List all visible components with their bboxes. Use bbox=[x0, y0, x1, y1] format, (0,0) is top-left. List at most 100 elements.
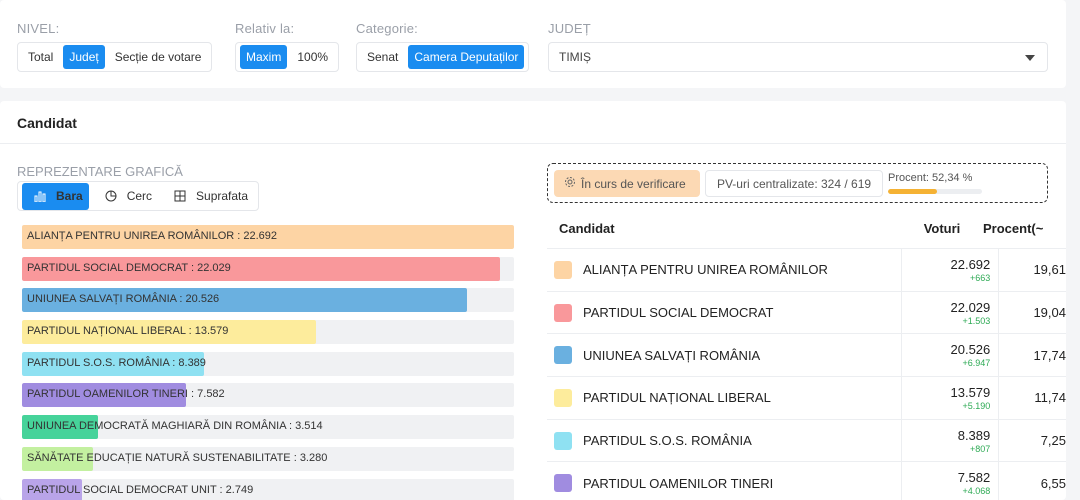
categorie-option-camera[interactable]: Camera Deputaților bbox=[408, 45, 525, 69]
bar-label: PARTIDUL S.O.S. ROMÂNIA : 8.389 bbox=[27, 356, 206, 369]
relativ-option-100[interactable]: 100% bbox=[297, 50, 329, 64]
bar-label: ALIANȚA PENTRU UNIREA ROMÂNILOR : 22.692 bbox=[27, 230, 278, 242]
color-swatch bbox=[554, 303, 572, 322]
bar-row[interactable]: PARTIDUL SOCIAL DEMOCRAT UNIT : 2.749 bbox=[22, 478, 514, 500]
votes-cell: 20.526 +6.947 bbox=[900, 334, 1000, 377]
representation-option-suprafata-label: Suprafata bbox=[196, 189, 249, 203]
header-votes[interactable]: Voturi bbox=[923, 221, 961, 236]
percent-value: 11,74 bbox=[1034, 390, 1066, 406]
relativ-option-maxim[interactable]: Maxim bbox=[240, 45, 288, 69]
bar-row[interactable]: PARTIDUL NAȚIONAL LIBERAL : 13.579 bbox=[22, 320, 514, 345]
color-swatch bbox=[554, 431, 572, 450]
header-percent[interactable]: Procent(~ bbox=[983, 221, 1044, 236]
verification-text: În curs de verificare bbox=[581, 176, 686, 191]
bar bbox=[22, 351, 204, 376]
relativ-label: Relativ la: bbox=[235, 21, 295, 36]
categorie-segmented-control: Senat Camera Deputaților bbox=[356, 42, 530, 72]
bar-row[interactable]: UNIUNEA SALVAȚI ROMÂNIA : 20.526 bbox=[22, 288, 514, 313]
pie-chart-icon bbox=[99, 186, 123, 206]
representation-option-bara-label: Bara bbox=[56, 189, 83, 203]
table-row[interactable]: PARTIDUL SOCIAL DEMOCRAT 22.029 +1.503 19,0… bbox=[547, 291, 1066, 335]
bar-label-value: 22.029 bbox=[197, 261, 231, 274]
nivel-option-judet[interactable]: Județ bbox=[63, 45, 105, 69]
bar bbox=[22, 446, 94, 471]
votes-cell: 13.579 +5.190 bbox=[900, 377, 1000, 419]
votes-cell: 7.582 +4.068 bbox=[900, 462, 1000, 500]
bar-row[interactable]: UNIUNEA DEMOCRATĂ MAGHIARĂ DIN ROMÂNIA :… bbox=[22, 415, 514, 440]
chevron-down-icon bbox=[1025, 55, 1035, 61]
bar-label: PARTIDUL SOCIAL DEMOCRAT : 22.029 bbox=[27, 261, 231, 274]
candidate-name: PARTIDUL OAMENILOR TINERI bbox=[583, 475, 774, 491]
bar-label-value: 20.526 bbox=[185, 293, 220, 306]
percent-progress-bar bbox=[888, 189, 982, 194]
divider bbox=[0, 143, 1066, 144]
votes-value: 20.526 bbox=[950, 342, 991, 358]
bar-label-name: UNIUNEA SALVAȚI ROMÂNIA bbox=[27, 293, 177, 306]
categorie-group: Categorie: Senat Camera Deputaților bbox=[356, 21, 530, 72]
representation-segmented-control: Bara Cerc Suprafata bbox=[17, 181, 260, 211]
bar-label: PARTIDUL SOCIAL DEMOCRAT UNIT : 2.749 bbox=[27, 483, 254, 496]
percent-progress-fill bbox=[888, 189, 938, 194]
percent-value: 19,61 bbox=[1033, 262, 1066, 278]
nivel-option-sectie[interactable]: Secție de votare bbox=[114, 50, 202, 64]
bar-row[interactable]: PARTIDUL OAMENILOR TINERI : 7.582 bbox=[22, 383, 514, 408]
nivel-option-total[interactable]: Total bbox=[28, 50, 54, 64]
bar bbox=[22, 383, 187, 408]
bar-label-value: 22.692 bbox=[243, 230, 278, 242]
table-row[interactable]: ALIANȚA PENTRU UNIREA ROMÂNILOR 22.692 +66… bbox=[547, 249, 1066, 292]
bar-label: SĂNĂTATE EDUCAȚIE NATURĂ SUSTENABILITATE… bbox=[27, 451, 328, 464]
bar-label-value: 2.749 bbox=[225, 483, 254, 496]
color-swatch bbox=[554, 346, 572, 365]
relativ-segmented-control: Maxim 100% bbox=[235, 42, 340, 72]
bar-label-name: PARTIDUL SOCIAL DEMOCRAT bbox=[27, 261, 188, 274]
judet-group: JUDEȚ TIMIȘ bbox=[548, 21, 1048, 72]
bar-label-value: 3.280 bbox=[299, 451, 328, 464]
header-candidate[interactable]: Candidat bbox=[559, 221, 615, 236]
representation-option-bara[interactable]: Bara bbox=[22, 182, 89, 210]
votes-value: 7.582 bbox=[957, 470, 991, 486]
card-title: Candidat bbox=[17, 115, 77, 131]
color-swatch bbox=[554, 388, 572, 407]
judet-select-value: TIMIȘ bbox=[559, 50, 591, 64]
table-header: Candidat Voturi Procent(~ bbox=[547, 209, 1066, 249]
color-swatch bbox=[554, 260, 572, 279]
bar-row[interactable]: PARTIDUL SOCIAL DEMOCRAT : 22.029 bbox=[22, 256, 514, 281]
bar-chart-icon bbox=[28, 187, 52, 206]
bar bbox=[22, 415, 99, 440]
bar-label-name: SĂNĂTATE EDUCAȚIE NATURĂ SUSTENABILITATE bbox=[27, 451, 291, 464]
votes-cell: 22.029 +1.503 bbox=[900, 291, 1000, 334]
bar-label-name: ALIANȚA PENTRU UNIREA ROMÂNILOR bbox=[27, 230, 235, 242]
candidate-name: PARTIDUL SOCIAL DEMOCRAT bbox=[583, 305, 774, 321]
table-row[interactable]: PARTIDUL S.O.S. ROMÂNIA 8.389 +807 7,25 bbox=[547, 419, 1066, 463]
candidate-name: UNIUNEA SALVAȚI ROMÂNIA bbox=[583, 347, 761, 363]
categorie-option-senat[interactable]: Senat bbox=[367, 50, 399, 64]
bar-row[interactable]: ALIANȚA PENTRU UNIREA ROMÂNILOR : 22.692 bbox=[22, 225, 514, 249]
bar-row[interactable]: PARTIDUL S.O.S. ROMÂNIA : 8.389 bbox=[22, 351, 514, 376]
votes-delta: +807 bbox=[969, 443, 991, 454]
relativ-group: Relativ la: Maxim 100% bbox=[235, 21, 340, 72]
table-row[interactable]: UNIUNEA SALVAȚI ROMÂNIA 20.526 +6.947 17,74 bbox=[547, 334, 1066, 378]
representation-option-cerc[interactable]: Cerc bbox=[93, 182, 158, 210]
percent-value: 17,74 bbox=[1033, 347, 1066, 363]
bar-chart: ALIANȚA PENTRU UNIREA ROMÂNILOR : 22.692… bbox=[22, 225, 514, 500]
representation-option-suprafata[interactable]: Suprafata bbox=[162, 182, 254, 210]
bar bbox=[22, 256, 500, 281]
percent-value: 19,04 bbox=[1033, 305, 1066, 321]
table-row[interactable]: PARTIDUL OAMENILOR TINERI 7.582 +4.068 6,55 bbox=[547, 462, 1066, 500]
votes-delta: +5.190 bbox=[962, 400, 991, 411]
pv-counter: PV-uri centralizate: 324 / 619 bbox=[705, 170, 883, 197]
judet-label: JUDEȚ bbox=[548, 21, 591, 36]
percent-value: 6,55 bbox=[1040, 475, 1066, 491]
bar-row[interactable]: SĂNĂTATE EDUCAȚIE NATURĂ SUSTENABILITATE… bbox=[22, 446, 514, 471]
bar-label: UNIUNEA DEMOCRATĂ MAGHIARĂ DIN ROMÂNIA :… bbox=[27, 420, 323, 433]
bar-label-name: PARTIDUL OAMENILOR TINERI bbox=[27, 388, 188, 401]
bar-label-name: UNIUNEA DEMOCRATĂ MAGHIARĂ DIN ROMÂNIA bbox=[27, 420, 286, 433]
judet-select[interactable]: TIMIȘ bbox=[548, 42, 1048, 72]
bar-label-name: PARTIDUL SOCIAL DEMOCRAT UNIT bbox=[27, 483, 217, 496]
results-table: Candidat Voturi Procent(~ ALIANȚA PENTRU… bbox=[547, 209, 1066, 500]
percent-label: Procent: 52,34 % bbox=[888, 172, 973, 184]
categorie-label: Categorie: bbox=[356, 21, 418, 36]
table-row[interactable]: PARTIDUL NAȚIONAL LIBERAL 13.579 +5.190 11,… bbox=[547, 377, 1066, 420]
percent-value: 7,25 bbox=[1040, 433, 1066, 449]
representation-option-cerc-label: Cerc bbox=[126, 189, 153, 203]
